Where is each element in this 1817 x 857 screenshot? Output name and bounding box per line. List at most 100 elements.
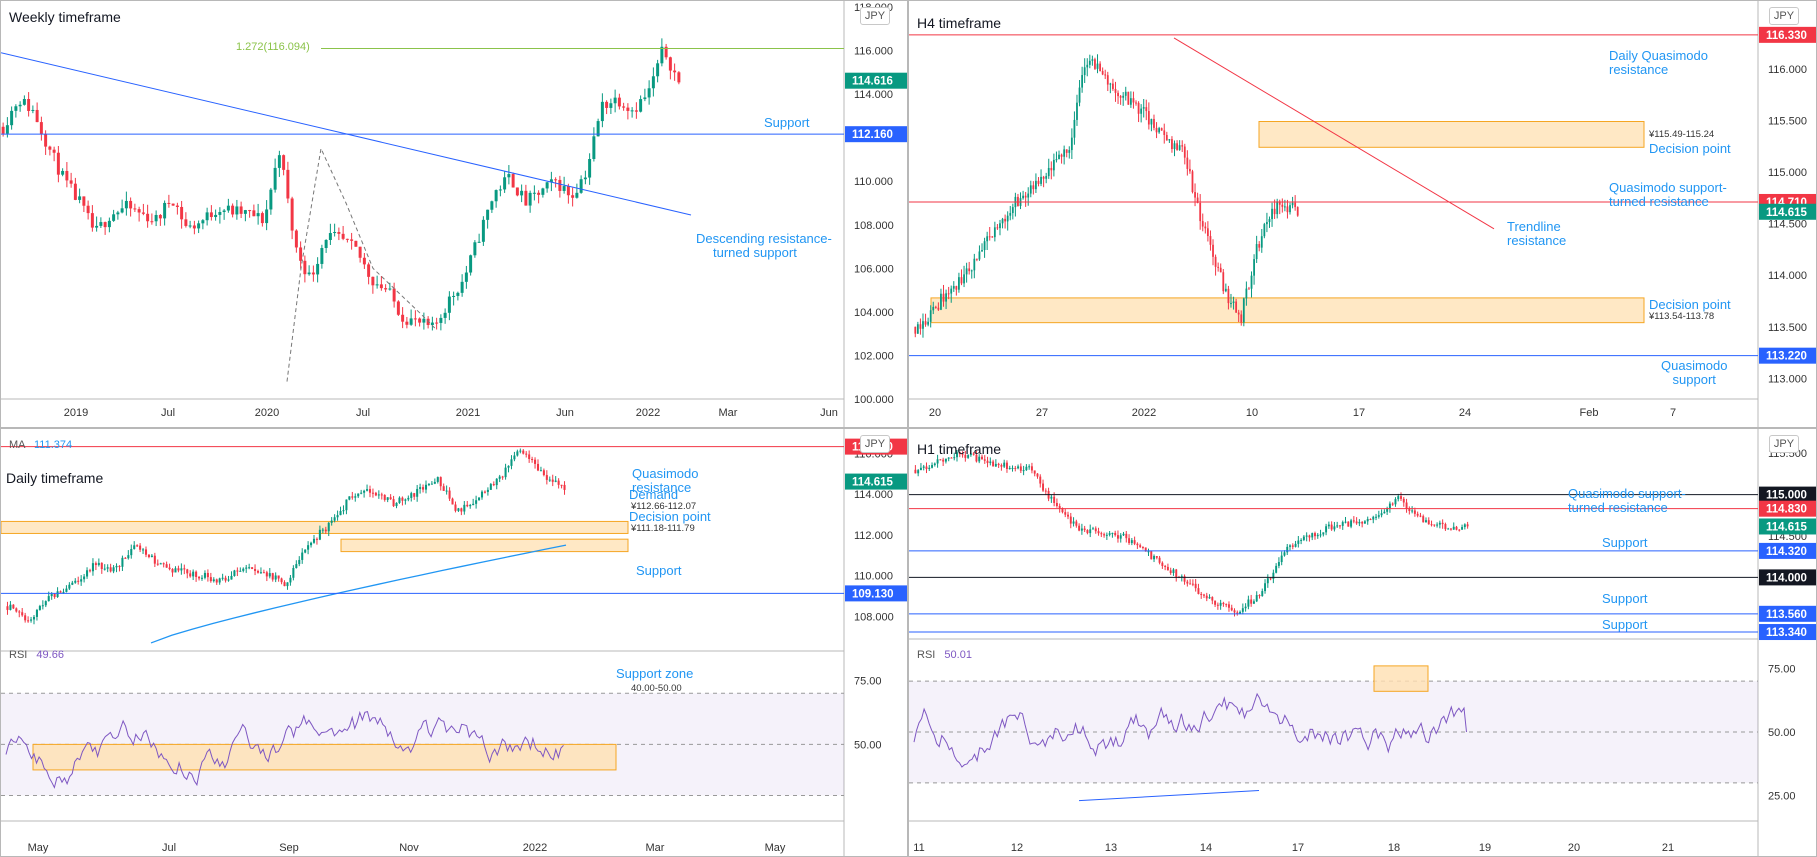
candle-body [320, 248, 324, 264]
rsi-indicator-label: RSI 49.66 [9, 649, 64, 661]
candle-body [934, 306, 937, 308]
candle-body [940, 293, 942, 310]
candle-body [177, 568, 180, 571]
time-tick-label: Mar [646, 842, 665, 854]
annotation-line-2: resistance [1609, 62, 1669, 77]
time-tick-label: Feb [1580, 407, 1599, 419]
candle-body [386, 497, 389, 500]
candle-body [1073, 119, 1076, 138]
candle-body [1000, 465, 1003, 467]
currency-badge[interactable]: JPY [860, 7, 890, 25]
candle-body [292, 567, 295, 578]
candle-body [1089, 529, 1092, 534]
dashed-swing-path [286, 146, 437, 382]
time-tick-label: 7 [1670, 407, 1676, 419]
candle-body [950, 288, 953, 294]
candle-body [124, 200, 128, 209]
annotation-line-1: Trendline [1507, 219, 1561, 234]
candle-body [294, 230, 298, 248]
candle-body [1300, 539, 1303, 541]
price-tag-support [845, 585, 907, 602]
annotation-line-2: resistance [632, 480, 692, 495]
support-annotation: Support [636, 563, 682, 578]
candle-body [1111, 532, 1114, 534]
candle-body [150, 221, 154, 223]
zone-demand [1, 520, 629, 534]
weekly-chart-panel[interactable]: 100.000 102.000 104.000 106.000 108.000 110.0… [0, 0, 908, 428]
candle-body [192, 571, 195, 577]
price-tag-text: 113.560 [1766, 609, 1807, 621]
candle-body [958, 452, 961, 455]
candle-body [1388, 503, 1391, 509]
candle-body [1100, 533, 1103, 535]
candle-body [1219, 602, 1222, 606]
candle-body [1128, 538, 1131, 544]
candle-body [183, 568, 186, 570]
annotation-line-1: Descending resistance- [696, 231, 832, 246]
candle-body [968, 268, 971, 272]
candle-body [1338, 525, 1341, 527]
candle-body [1042, 483, 1045, 491]
daily-chart-svg[interactable]: 108.000110.000112.000114.000116.000MayJu… [1, 429, 908, 857]
candle-body [44, 601, 47, 606]
candle-body [622, 106, 626, 108]
candle-body [1086, 530, 1089, 534]
candle-body [560, 484, 563, 486]
quasimodo-support-annotation: Quasimodo support [1661, 359, 1727, 387]
candle-body [315, 538, 318, 540]
weekly-chart-svg[interactable]: 100.000 102.000 104.000 106.000 108.000 110.0… [1, 1, 908, 428]
quasimodo-support-turned-resistance-annotation: Quasimodo support- turned resistance [1609, 181, 1727, 209]
candle-body [464, 272, 468, 282]
candle-body [371, 276, 375, 286]
candle-body [519, 450, 522, 452]
candle-body [230, 575, 233, 580]
candle-body [153, 555, 156, 564]
candle-body [473, 242, 477, 256]
candle-body [924, 321, 927, 325]
candle-body [371, 492, 374, 494]
candle-body [1132, 98, 1135, 103]
candle-body [427, 484, 430, 486]
candle-body [345, 499, 348, 511]
candle-body [274, 575, 277, 580]
candle-body [651, 76, 655, 89]
candle-body [469, 255, 473, 273]
candle-body [647, 88, 651, 98]
h4-chart-svg[interactable]: 113.000 113.500 114.000 114.500 115.000 115.5… [909, 1, 1817, 428]
candle-body [1139, 545, 1142, 547]
candle-body [1158, 128, 1161, 133]
decision-point-annotation: Decision point [629, 509, 711, 524]
price-tick-label: 110.000 [854, 571, 893, 583]
h1-chart-panel[interactable]: 114.500115.000115.5001112131417181920211… [908, 428, 1817, 857]
candle-body [307, 545, 310, 550]
candle-body [1380, 513, 1383, 516]
candle-body [1305, 535, 1308, 537]
candle-body [333, 517, 336, 521]
daily-chart-panel[interactable]: 108.000110.000112.000114.000116.000MayJu… [0, 428, 908, 857]
candle-body [993, 227, 996, 238]
candle-body [83, 576, 86, 580]
candle-body [617, 97, 621, 107]
candle-body [1430, 524, 1433, 526]
h1-chart-svg[interactable]: 114.500115.000115.5001112131417181920211… [909, 429, 1817, 857]
candle-body [1322, 532, 1325, 535]
currency-badge[interactable]: JPY [1769, 7, 1799, 25]
currency-badge[interactable]: JPY [860, 435, 890, 453]
candle-body [209, 577, 212, 582]
rsi-value: 50.01 [944, 649, 972, 661]
h4-chart-panel[interactable]: 113.000 113.500 114.000 114.500 115.000 115.5… [908, 0, 1817, 428]
candle-body [983, 241, 986, 251]
candle-body [1114, 88, 1117, 93]
candle-body [1444, 524, 1447, 530]
candle-body [345, 238, 349, 240]
candle-body [477, 241, 481, 243]
candle-body [503, 177, 507, 190]
candle-body [1283, 552, 1286, 556]
candle-body [1017, 466, 1020, 469]
candle-body [377, 494, 380, 496]
candle-body [932, 306, 935, 311]
candle-body [989, 461, 992, 464]
candle-body [30, 619, 33, 621]
currency-badge[interactable]: JPY [1769, 435, 1799, 453]
candle-body [121, 557, 124, 567]
